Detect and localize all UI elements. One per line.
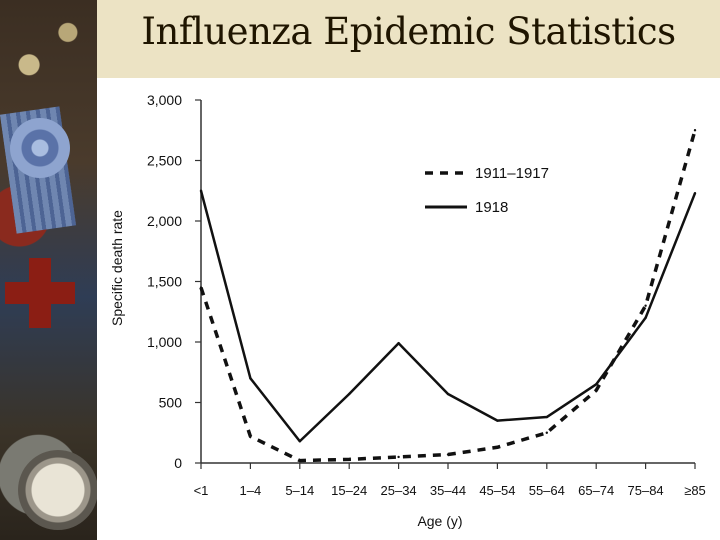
medal-cross-image <box>5 258 75 328</box>
data-point <box>249 435 252 438</box>
x-tick-label: 75–84 <box>628 483 664 498</box>
slide-title: Influenza Epidemic Statistics <box>141 10 676 53</box>
data-point <box>348 392 351 396</box>
data-point <box>496 446 499 449</box>
data-point <box>644 316 647 319</box>
data-point <box>249 377 252 380</box>
legend-label: 1911–1917 <box>475 165 549 182</box>
data-point <box>446 392 450 396</box>
x-tick-label: <1 <box>194 483 209 498</box>
data-point <box>397 455 400 459</box>
x-axis-label: Age (y) <box>417 513 462 529</box>
x-tick-label: 65–74 <box>578 483 614 498</box>
data-point <box>446 453 450 456</box>
x-tick-label: 45–54 <box>479 483 515 498</box>
data-point <box>298 440 301 443</box>
y-tick-label: 2,000 <box>147 213 182 229</box>
y-tick-label: 500 <box>159 395 183 411</box>
data-point <box>199 189 203 192</box>
series-line-1918 <box>199 190 697 443</box>
data-point <box>496 419 499 422</box>
y-tick-label: 1,500 <box>147 274 182 290</box>
data-point <box>545 415 548 419</box>
data-point <box>595 383 598 386</box>
y-tick-label: 1,000 <box>147 334 182 350</box>
data-point <box>298 459 301 462</box>
decorative-photo-strip <box>0 0 97 540</box>
x-tick-label: 15–24 <box>331 483 367 498</box>
y-tick-label: 3,000 <box>147 92 182 108</box>
data-point <box>644 304 647 307</box>
y-axis-label: Specific death rate <box>109 210 125 326</box>
data-point <box>595 389 598 392</box>
x-tick-label: 5–14 <box>285 483 314 498</box>
medal-rosette-image <box>10 118 70 178</box>
title-band <box>97 0 720 78</box>
x-tick-label: 25–34 <box>381 483 417 498</box>
compass-image <box>18 450 97 530</box>
y-tick-label: 0 <box>174 455 182 471</box>
data-point <box>348 458 351 461</box>
x-tick-label: ≥85 <box>684 483 706 498</box>
data-point <box>693 191 697 195</box>
y-tick-label: 2,500 <box>147 153 182 169</box>
legend-label: 1918 <box>475 199 508 216</box>
data-point <box>397 342 400 345</box>
x-tick-label: 55–64 <box>529 483 565 498</box>
data-point <box>199 286 203 289</box>
x-tick-label: 1–4 <box>240 483 262 498</box>
data-point <box>545 431 548 434</box>
x-tick-label: 35–44 <box>430 483 466 498</box>
data-point <box>693 129 697 132</box>
